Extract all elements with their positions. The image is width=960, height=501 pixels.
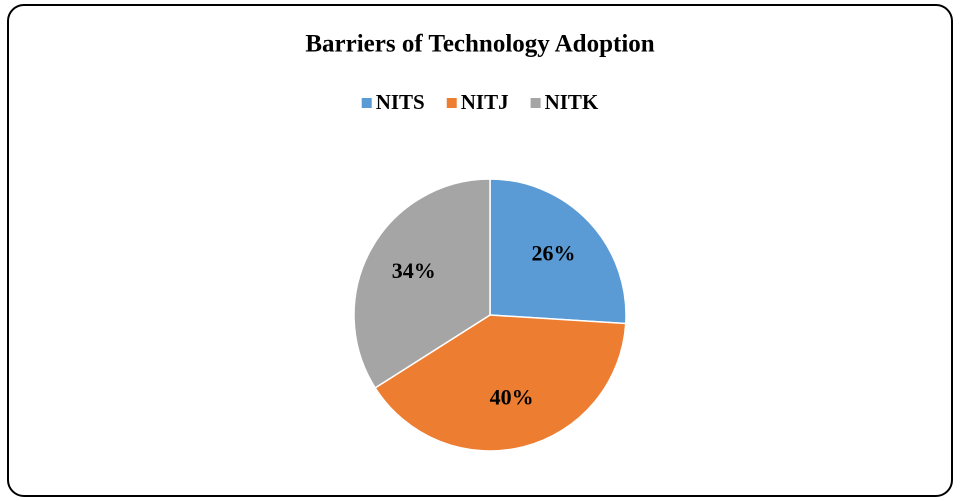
legend-swatch xyxy=(446,98,457,108)
chart-title: Barriers of Technology Adoption xyxy=(305,31,654,58)
legend-label: NITK xyxy=(545,90,599,114)
pie-slice xyxy=(353,178,491,389)
data-label: 40% xyxy=(490,384,534,409)
pie-slice xyxy=(489,178,627,325)
legend-swatch xyxy=(530,98,541,108)
legend-label: NITS xyxy=(376,90,425,114)
data-label: 34% xyxy=(392,258,436,283)
legend-label: NITJ xyxy=(461,90,509,114)
legend-swatch xyxy=(361,98,372,108)
data-label: 26% xyxy=(531,240,575,265)
